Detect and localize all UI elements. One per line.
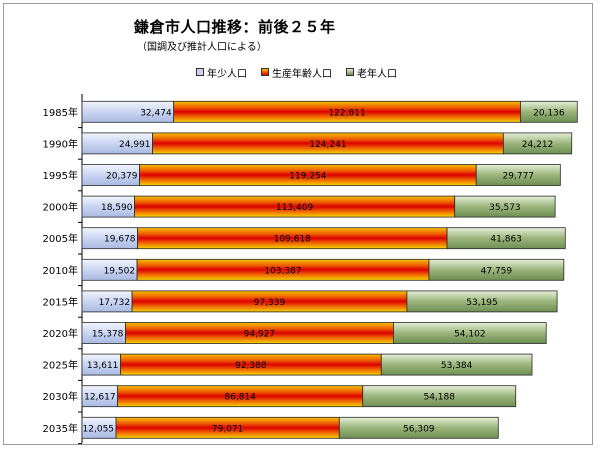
y-tick-label: 2005年 [43, 232, 78, 245]
legend-item-young: 年少人口 [196, 65, 247, 80]
bar-value-label: 19,678 [104, 235, 136, 245]
bar-value-label: 20,136 [533, 108, 565, 118]
legend-swatch-working [261, 68, 269, 76]
y-tick-label: 2025年 [43, 359, 78, 372]
bar-elderly [520, 100, 578, 123]
y-tick-label: 1990年 [43, 137, 78, 150]
bar-elderly [406, 290, 558, 313]
bar-value-label: 29,777 [503, 172, 535, 182]
bars-group: 1985年 32,474 122,811 20,136 1990年 24,991 124,2… [43, 100, 578, 445]
bar-elderly [428, 258, 565, 281]
bar-value-label: 47,759 [481, 266, 513, 276]
bar-value-label: 94,927 [244, 330, 276, 340]
bar-value-label: 18,590 [101, 203, 133, 213]
bar-value-label: 41,863 [490, 235, 522, 245]
chart-subtitle: （国調及び推計人口による） [137, 42, 267, 53]
bar-value-label: 20,379 [106, 172, 138, 182]
bar-elderly [446, 227, 566, 250]
bar-value-label: 122,811 [328, 108, 365, 118]
y-tick-label: 2000年 [43, 201, 78, 214]
bar-value-label: 24,212 [522, 140, 554, 150]
bar-value-label: 119,254 [289, 172, 326, 182]
y-tick-label: 2010年 [43, 264, 78, 277]
bar-value-label: 13,611 [87, 361, 119, 371]
bar-value-label: 32,474 [140, 108, 172, 118]
bar-value-label: 113,409 [276, 203, 313, 213]
bar-value-label: 12,055 [83, 424, 115, 434]
bar-value-label: 103,387 [264, 266, 301, 276]
legend-label-young: 年少人口 [207, 68, 247, 80]
y-tick-label: 2020年 [43, 327, 78, 340]
bar-value-label: 24,991 [119, 140, 151, 150]
bar-value-label: 15,378 [92, 330, 124, 340]
bar-value-label: 56,309 [403, 424, 435, 434]
bar-value-label: 54,102 [454, 330, 486, 340]
chart-title: 鎌倉市人口推移：前後２５年 [134, 18, 336, 36]
y-tick-label: 2015年 [43, 295, 78, 308]
bar-elderly [362, 385, 517, 408]
y-tick-label: 1985年 [43, 106, 78, 119]
bar-elderly [380, 353, 533, 376]
y-tick-label: 2030年 [43, 390, 78, 403]
bar-elderly [502, 132, 573, 155]
legend-swatch-young [196, 68, 204, 76]
legend-swatch-elderly [346, 68, 354, 76]
bar-value-label: 35,573 [489, 203, 521, 213]
bar-value-label: 92,388 [235, 361, 267, 371]
y-tick-label: 2035年 [43, 422, 78, 435]
bar-value-label: 53,195 [466, 298, 498, 308]
bar-value-label: 97,339 [254, 298, 286, 308]
y-tick-label: 1995年 [43, 169, 78, 182]
bar-elderly [338, 416, 499, 439]
bar-value-label: 109,618 [274, 235, 311, 245]
bar-elderly [475, 164, 561, 186]
legend-item-elderly: 老年人口 [346, 65, 397, 80]
bar-value-label: 12,617 [84, 393, 116, 403]
legend-label-working: 生産年齢人口 [272, 68, 332, 80]
bar-elderly [454, 195, 556, 218]
bar-value-label: 86,814 [224, 393, 256, 403]
bar-elderly [393, 322, 547, 344]
legend-label-elderly: 老年人口 [357, 68, 397, 80]
bar-value-label: 124,241 [309, 140, 346, 150]
bar-value-label: 19,502 [104, 266, 136, 276]
legend: 年少人口 生産年齢人口 老年人口 [196, 65, 411, 80]
bar-value-label: 53,384 [441, 361, 473, 371]
legend-item-working: 生産年齢人口 [261, 65, 332, 80]
bar-value-label: 79,071 [212, 424, 244, 434]
bar-value-label: 54,188 [423, 393, 455, 403]
bar-value-label: 17,732 [99, 298, 131, 308]
